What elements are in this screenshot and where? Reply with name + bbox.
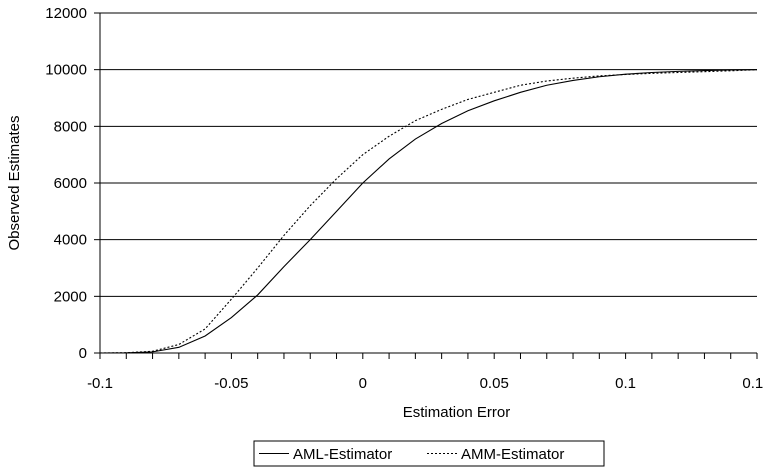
y-tick-label: 6000 — [54, 175, 87, 192]
series-lines — [99, 69, 758, 354]
x-axis-title: Estimation Error — [403, 404, 511, 421]
x-tick-label: -0.1 — [87, 375, 113, 392]
legend-box — [253, 440, 605, 467]
tick-labels: 0 2000 4000 6000 8000 10000 12000 -0.1 -0.05 0 0.0… — [45, 5, 763, 392]
y-tick-label: 2000 — [54, 288, 87, 305]
x-tick-label: 0 — [359, 375, 367, 392]
y-tick-label: 10000 — [45, 62, 87, 79]
x-tick-label: 0.1 — [615, 375, 636, 392]
x-tick-label: 0.05 — [480, 375, 509, 392]
y-tick-label: 8000 — [54, 118, 87, 135]
legend-label: AML-Estimator — [293, 446, 392, 463]
y-tick-label: 0 — [79, 345, 87, 362]
series-line-aml-estimator — [99, 69, 758, 354]
y-tick-label: 4000 — [54, 232, 87, 249]
legend-label: AMM-Estimator — [461, 446, 564, 463]
x-tick-label: -0.05 — [214, 375, 248, 392]
gridlines — [100, 12, 757, 297]
series-line-amm-estimator — [99, 69, 758, 354]
x-tick-label: 0.15 — [742, 375, 763, 392]
y-tick-label: 12000 — [45, 5, 87, 22]
axes — [94, 12, 758, 359]
y-axis-title: Observed Estimates — [6, 115, 23, 250]
legend: AML-Estimator AMM-Estimator — [253, 440, 605, 467]
